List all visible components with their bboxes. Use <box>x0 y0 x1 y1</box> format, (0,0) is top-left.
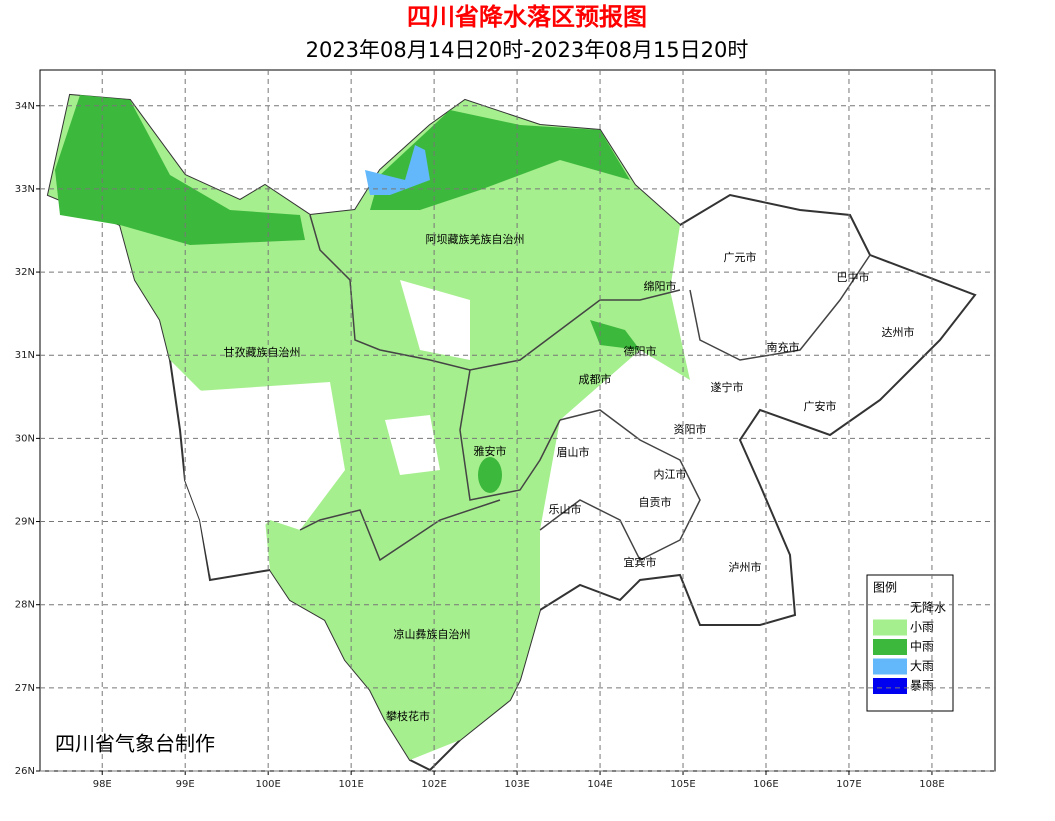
place-label: 阿坝藏族羌族自治州 <box>426 232 525 246</box>
place-labels: 阿坝藏族羌族自治州 甘孜藏族自治州 广元市 巴中市 绵阳市 达州市 南充市 德阳… <box>224 232 915 723</box>
grid <box>40 70 995 772</box>
y-tick-label: 34N <box>15 101 35 112</box>
y-tick-label: 33N <box>15 184 35 195</box>
legend-swatch <box>873 600 907 616</box>
legend-title: 图例 <box>873 581 897 595</box>
place-label: 成都市 <box>579 372 612 386</box>
moderate-rain-area <box>55 95 305 245</box>
x-tick-label: 105E <box>670 779 695 790</box>
legend-swatch <box>873 658 907 675</box>
no-rain-area <box>400 280 470 360</box>
prefecture-border <box>539 409 701 562</box>
place-label: 绵阳市 <box>644 279 677 293</box>
place-label: 资阳市 <box>674 422 707 436</box>
place-label: 宜宾市 <box>624 555 657 569</box>
y-tick-label: 27N <box>15 683 35 694</box>
place-label: 泸州市 <box>729 560 762 574</box>
place-label: 巴中市 <box>837 270 870 284</box>
y-tick-label: 29N <box>15 517 35 528</box>
legend-swatch <box>873 639 907 655</box>
x-tick-label: 104E <box>587 779 612 790</box>
x-tick-label: 99E <box>176 779 195 790</box>
legend-swatch <box>873 619 907 636</box>
place-label: 眉山市 <box>557 445 590 459</box>
x-tick-label: 106E <box>753 779 778 790</box>
y-tick-label: 26N <box>15 766 35 777</box>
prefecture-border <box>459 369 561 501</box>
place-label: 攀枝花市 <box>386 709 430 723</box>
heavy-rain-area <box>365 145 430 195</box>
place-label: 广元市 <box>724 250 757 264</box>
place-label: 遂宁市 <box>711 380 744 394</box>
subtitle: 2023年08月14日20时-2023年08月15日20时 <box>306 38 749 62</box>
place-label: 德阳市 <box>624 344 657 358</box>
place-label: 雅安市 <box>474 444 507 458</box>
province <box>46 93 977 772</box>
legend-swatch <box>873 678 907 694</box>
place-label: 凉山彝族自治州 <box>394 627 471 641</box>
x-tick-label: 98E <box>93 779 112 790</box>
moderate-rain-area <box>590 320 640 350</box>
legend-label: 暴雨 <box>910 679 934 693</box>
x-tick-label: 107E <box>836 779 861 790</box>
y-tick-label: 30N <box>15 433 35 444</box>
no-rain-area <box>182 382 345 575</box>
light-rain-area <box>48 95 690 760</box>
moderate-rain-area <box>370 110 630 210</box>
legend-label: 小雨 <box>910 620 934 634</box>
legend-label: 大雨 <box>910 659 934 673</box>
place-label: 内江市 <box>654 467 687 481</box>
credit: 四川省气象台制作 <box>55 732 215 756</box>
place-label: 自贡市 <box>639 495 672 509</box>
x-tick-label: 100E <box>255 779 280 790</box>
place-label: 南充市 <box>767 340 800 354</box>
y-tick-label: 28N <box>15 600 35 611</box>
place-label: 乐山市 <box>549 502 582 516</box>
y-tick-label: 31N <box>15 350 35 361</box>
legend-label: 无降水 <box>910 601 946 615</box>
place-label: 甘孜藏族自治州 <box>224 345 301 359</box>
x-tick-label: 108E <box>919 779 944 790</box>
place-label: 达州市 <box>882 325 915 339</box>
x-tick-label: 103E <box>504 779 529 790</box>
place-label: 广安市 <box>804 399 837 413</box>
y-tick-label: 32N <box>15 267 35 278</box>
prefecture-border <box>299 499 501 562</box>
x-tick-label: 102E <box>421 779 446 790</box>
title: 四川省降水落区预报图 <box>407 3 647 31</box>
prefecture-border <box>309 214 681 371</box>
x-tick-label: 101E <box>338 779 363 790</box>
no-rain-area <box>385 415 440 475</box>
legend-label: 中雨 <box>910 639 934 654</box>
moderate-rain-area <box>478 457 502 493</box>
